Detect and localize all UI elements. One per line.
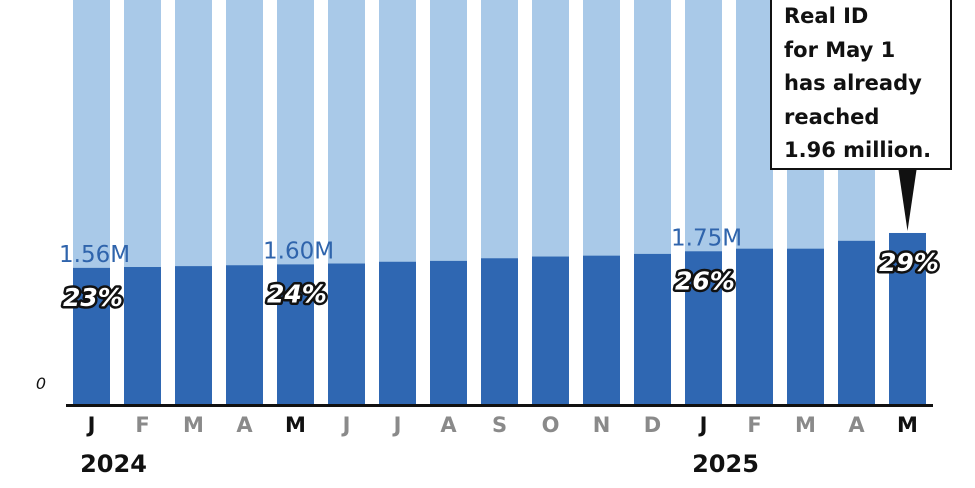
x-tick-label: M [183, 413, 204, 437]
x-tick-label: O [542, 413, 560, 437]
x-tick-label: A [236, 413, 253, 437]
bar [328, 263, 365, 404]
x-tick-label: A [848, 413, 865, 437]
bar [532, 256, 569, 404]
x-tick-label: J [698, 413, 708, 437]
year-label: 2025 [692, 450, 759, 478]
x-tick-label: A [440, 413, 457, 437]
x-tick-label: J [392, 413, 402, 437]
bar [583, 255, 620, 404]
bar [736, 248, 773, 404]
annotation-line: reached [784, 104, 880, 129]
bar [685, 251, 722, 404]
bar [73, 267, 110, 404]
y-tick-label: 0 [36, 374, 46, 393]
x-tick-label: M [795, 413, 816, 437]
callout-pointer [898, 170, 917, 231]
bar [124, 267, 161, 404]
percent-label: 26% [675, 266, 735, 295]
annotation-line: Real ID [784, 4, 869, 28]
annotation-line: for May 1 [784, 37, 896, 62]
annotation-line: has already [784, 71, 922, 95]
x-tick-label: N [593, 413, 611, 437]
bar [430, 260, 467, 404]
bar [226, 265, 263, 404]
x-tick-label: D [644, 413, 661, 437]
annotation-callout: Real ID for May 1 has already reached 1.… [770, 0, 952, 170]
bar [634, 253, 671, 404]
bar [175, 266, 212, 404]
year-label: 2024 [80, 450, 147, 478]
bar [889, 232, 926, 404]
x-tick-label: M [897, 413, 918, 437]
value-label: 1.56M [59, 242, 130, 268]
percent-label: 29% [879, 248, 939, 277]
x-tick-label: J [86, 413, 96, 437]
value-label: 1.60M [263, 238, 334, 264]
x-tick-label: M [285, 413, 306, 437]
bar [787, 248, 824, 404]
percent-label: 23% [63, 283, 123, 312]
bar [379, 261, 416, 404]
x-tick-label: S [492, 413, 507, 437]
value-label: 1.75M [671, 225, 742, 251]
annotation-line: 1.96 million. [784, 138, 932, 162]
x-tick-label: F [135, 413, 149, 437]
percent-label: 24% [267, 279, 327, 308]
x-tick-label: J [341, 413, 351, 437]
bar [481, 258, 518, 404]
bar [277, 264, 314, 404]
x-tick-label: F [747, 413, 761, 437]
bar [838, 240, 875, 404]
